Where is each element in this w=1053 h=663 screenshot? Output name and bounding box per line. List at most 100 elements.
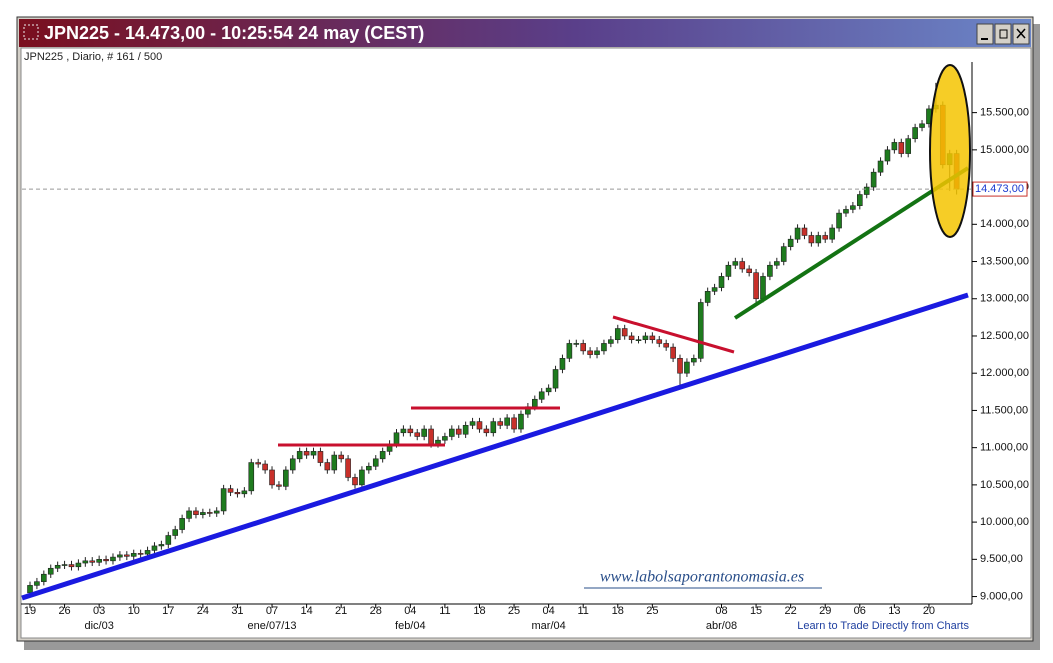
candle-body — [68, 564, 75, 568]
candle-body — [345, 458, 351, 478]
candle-body — [379, 451, 386, 460]
x-tick-label: 04 — [404, 605, 416, 617]
minimize-button[interactable] — [976, 23, 994, 45]
candle-body — [359, 469, 365, 486]
month-label: abr/08 — [706, 620, 737, 632]
x-tick-label: 13 — [888, 605, 900, 617]
candle-body — [587, 350, 593, 355]
candle-body — [137, 553, 144, 555]
candle-body — [289, 458, 296, 471]
candle-body — [103, 559, 109, 562]
candle-body — [89, 560, 96, 563]
candle-body — [248, 462, 255, 492]
candle-body — [179, 518, 185, 530]
y-tick-label: 12.000,00 — [980, 367, 1029, 379]
candle-body — [442, 436, 448, 441]
short-trendline — [733, 166, 970, 320]
front-layer: 14.473,00 — [972, 181, 1028, 197]
candle-body — [469, 421, 476, 426]
candle-body — [435, 439, 441, 445]
month-label: mar/04 — [532, 620, 566, 632]
y-tick-label: 11.000,00 — [980, 442, 1028, 454]
candle-body — [635, 339, 642, 342]
candle-body — [151, 545, 158, 551]
restore-button[interactable] — [994, 23, 1012, 45]
candle-body — [34, 581, 40, 586]
candle-body — [829, 227, 835, 240]
candle-body — [538, 391, 545, 400]
candle-body — [642, 335, 649, 341]
y-tick-label: 12.500,00 — [980, 330, 1029, 342]
y-tick-label: 9.000,00 — [980, 590, 1023, 602]
candle-body — [919, 123, 925, 128]
y-tick-label: 14.000,00 — [980, 218, 1029, 230]
candle-body — [61, 564, 68, 566]
x-tick-label: 11 — [439, 605, 450, 617]
candle-body — [732, 261, 739, 266]
candle-body — [262, 463, 268, 471]
candle-body — [483, 428, 490, 434]
candle-body — [96, 559, 102, 563]
candle-body — [704, 291, 711, 303]
candle-body — [144, 550, 151, 555]
candle-body — [711, 287, 718, 292]
chart-area — [20, 47, 1032, 639]
candle-body — [497, 421, 504, 426]
candle-body — [684, 361, 690, 374]
candle-body — [206, 512, 213, 514]
footer-link[interactable]: Learn to Trade Directly from Charts — [797, 620, 969, 632]
candle-body — [559, 358, 566, 370]
candle-body — [41, 573, 47, 582]
x-tick-label: 14 — [300, 605, 312, 617]
candle-body — [158, 544, 165, 547]
x-tick-label: 28 — [370, 605, 382, 617]
candle-body — [594, 350, 600, 355]
candle-body — [573, 343, 580, 345]
candle-body — [670, 346, 676, 359]
candle-body — [870, 171, 877, 188]
candle-body — [462, 425, 469, 435]
candle-body — [449, 428, 455, 437]
month-label: ene/07/13 — [248, 620, 297, 632]
candle-body — [414, 432, 421, 437]
candle-body — [856, 194, 863, 206]
support-trendline — [21, 292, 969, 601]
candle-body — [898, 142, 905, 154]
candle-body — [200, 512, 206, 515]
candle-body — [760, 276, 766, 300]
candle-body — [352, 477, 358, 486]
candle-body — [255, 462, 261, 465]
candle-body — [241, 490, 248, 495]
candle-body — [27, 585, 33, 594]
candle-body — [317, 451, 324, 463]
window-buttons[interactable] — [976, 23, 1030, 45]
x-tick-label: 07 — [266, 605, 278, 617]
candle-body — [815, 235, 822, 244]
candle-body — [663, 343, 669, 348]
candle-body — [822, 235, 829, 240]
candle-body — [649, 335, 656, 341]
x-tick-label: 17 — [162, 605, 174, 617]
candle-body — [124, 554, 130, 557]
candle-body — [47, 567, 54, 575]
candle-body — [656, 339, 663, 344]
candle-body — [213, 510, 220, 514]
candle-body — [421, 428, 427, 437]
candle-body — [234, 492, 241, 495]
candle-body — [324, 462, 331, 471]
candle-body — [511, 417, 517, 430]
candle-body — [753, 272, 759, 300]
candle-body — [504, 417, 510, 426]
y-tick-label: 9.500,00 — [980, 553, 1023, 565]
candle-body — [117, 554, 123, 558]
candle-body — [490, 421, 497, 434]
candle-body — [725, 264, 732, 277]
y-tick-label: 15.000,00 — [980, 144, 1029, 156]
chart-subtitle: JPN225 , Diario, # 161 / 500 — [24, 51, 162, 63]
candle-body — [75, 562, 82, 568]
last-price-label: 14.473,00 — [975, 183, 1024, 195]
candle-body — [276, 484, 282, 487]
candle-body — [476, 421, 483, 430]
candle-body — [608, 339, 614, 344]
